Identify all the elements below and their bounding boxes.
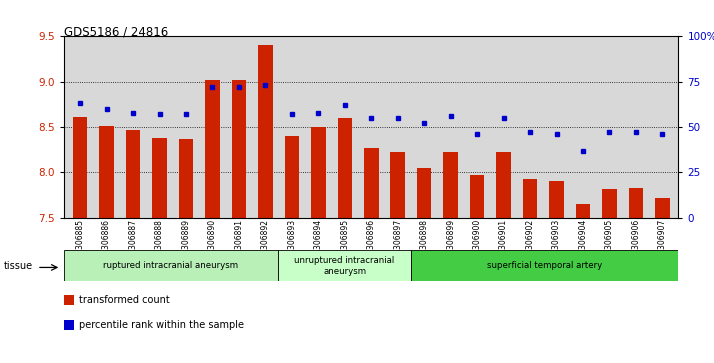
Bar [364,148,378,218]
Bar [338,118,352,218]
Bar [443,152,458,218]
Bar [311,127,326,218]
Bar [205,80,220,218]
Bar [258,45,273,218]
Bar [278,250,411,281]
Bar [417,168,431,218]
Bar [126,130,141,218]
Bar [496,152,511,218]
Bar [99,126,114,218]
Bar [411,250,678,281]
Text: percentile rank within the sample: percentile rank within the sample [79,320,244,330]
Bar [178,139,193,218]
Bar [64,250,278,281]
Bar [523,179,538,218]
Text: superficial temporal artery: superficial temporal artery [487,261,603,270]
Text: GDS5186 / 24816: GDS5186 / 24816 [64,25,169,38]
Bar [602,189,617,218]
Text: unruptured intracranial
aneurysm: unruptured intracranial aneurysm [294,256,395,276]
Bar [470,175,484,218]
Bar [628,188,643,218]
Bar [285,136,299,218]
Bar [73,117,87,218]
Text: tissue: tissue [4,261,33,271]
Bar [549,182,564,218]
Bar [655,198,670,218]
Bar [575,204,590,218]
Bar [152,138,167,218]
Bar [391,151,405,218]
Bar [231,80,246,218]
Text: transformed count: transformed count [79,295,170,305]
Text: ruptured intracranial aneurysm: ruptured intracranial aneurysm [104,261,238,270]
